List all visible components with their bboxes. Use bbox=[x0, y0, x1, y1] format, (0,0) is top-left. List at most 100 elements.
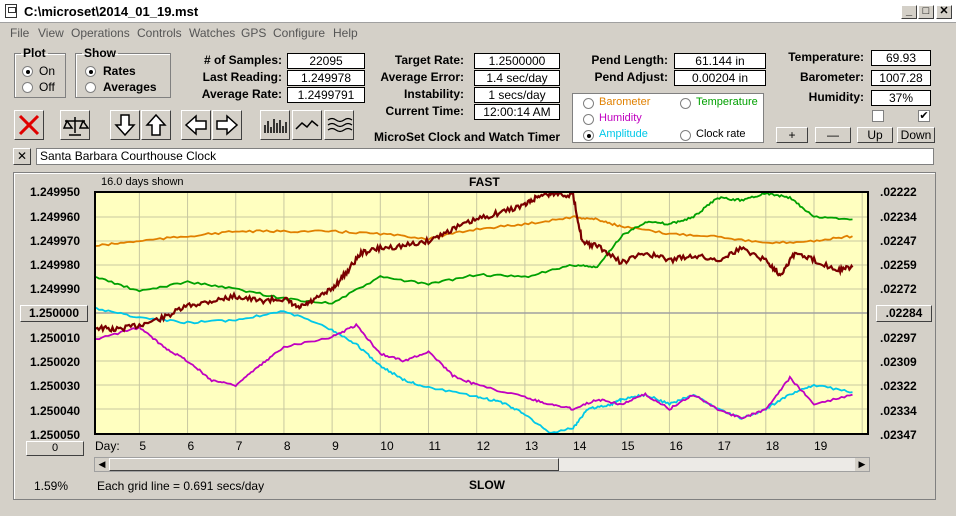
scale-minus-button[interactable]: — bbox=[815, 127, 851, 143]
histogram-icon bbox=[264, 119, 287, 133]
plot-off-radio[interactable] bbox=[22, 82, 33, 93]
right-axis-label: .02309 bbox=[880, 355, 917, 369]
target-rate-value: 1.2500000 bbox=[474, 53, 560, 69]
graph-panel bbox=[13, 172, 936, 500]
scroll-position-button[interactable]: 0 bbox=[26, 441, 84, 456]
minimize-button[interactable]: _ bbox=[901, 5, 917, 19]
line-graph-button[interactable] bbox=[292, 110, 322, 140]
average-error-value: 1.4 sec/day bbox=[474, 70, 560, 86]
current-time-label: Current Time: bbox=[385, 104, 464, 118]
option-checkbox-1[interactable] bbox=[872, 110, 884, 122]
show-legend: Show bbox=[84, 46, 116, 60]
description-input[interactable]: Santa Barbara Courthouse Clock bbox=[36, 148, 934, 165]
pend-adjust-label: Pend Adjust: bbox=[594, 70, 668, 84]
arrow-up-button[interactable] bbox=[141, 110, 171, 140]
menu-gps[interactable]: GPS bbox=[241, 26, 267, 40]
average-rate-value: 1.2499791 bbox=[287, 87, 365, 103]
show-rates-label: Rates bbox=[103, 64, 136, 78]
menu-configure[interactable]: Configure bbox=[273, 26, 326, 40]
day-tick-label: 5 bbox=[139, 439, 147, 453]
scroll-up-button[interactable]: Up bbox=[857, 127, 893, 143]
left-axis-label: 1.249970 bbox=[30, 234, 81, 248]
plot-on-label: On bbox=[39, 64, 56, 78]
clear-button[interactable] bbox=[14, 110, 44, 140]
chart-area bbox=[94, 190, 869, 435]
scale-balance-icon bbox=[62, 117, 90, 136]
fast-label: FAST bbox=[469, 175, 500, 189]
maximize-button[interactable]: □ bbox=[918, 5, 934, 19]
scroll-down-button[interactable]: Down bbox=[897, 127, 935, 143]
close-window-button[interactable]: ✕ bbox=[936, 5, 952, 19]
close-description-button[interactable]: ✕ bbox=[13, 148, 31, 165]
title-bar: C:\microset\2014_01_19.mst _ □ ✕ bbox=[0, 0, 956, 23]
show-rates-radio[interactable] bbox=[85, 66, 96, 77]
percent-label: 1.59% bbox=[34, 479, 69, 493]
arrow-left-icon bbox=[184, 114, 207, 136]
app-icon[interactable] bbox=[5, 4, 17, 18]
menu-controls[interactable]: Controls bbox=[137, 26, 182, 40]
scroll-right-arrow[interactable]: ▶ bbox=[855, 458, 869, 471]
last-reading-label: Last Reading: bbox=[202, 70, 282, 84]
temperature-radio[interactable] bbox=[680, 98, 691, 109]
horizontal-scrollbar[interactable]: ◀ ▶ bbox=[94, 457, 870, 472]
right-axis-label: .02247 bbox=[880, 234, 917, 248]
clock-rate-radio[interactable] bbox=[680, 130, 691, 141]
humidity-field-value: 37% bbox=[871, 90, 931, 106]
menu-help[interactable]: Help bbox=[333, 26, 358, 40]
right-axis-label: .02297 bbox=[880, 331, 917, 345]
series-line-humidity bbox=[95, 322, 853, 420]
samples-value: 22095 bbox=[287, 53, 365, 69]
window-title: C:\microset\2014_01_19.mst bbox=[24, 4, 199, 19]
pend-adjust-value: 0.00204 in bbox=[674, 70, 766, 86]
instability-label: Instability: bbox=[403, 87, 464, 101]
day-tick-label: 6 bbox=[187, 439, 195, 453]
day-tick-label: 17 bbox=[717, 439, 731, 453]
balance-button[interactable] bbox=[60, 110, 90, 140]
center-value-button[interactable]: 1.250000 bbox=[20, 305, 88, 322]
right-axis-label: .02234 bbox=[880, 210, 917, 224]
menu-file[interactable]: File bbox=[10, 26, 30, 40]
arrow-right-button[interactable] bbox=[212, 110, 242, 140]
last-reading-value: 1.249978 bbox=[287, 70, 365, 86]
day-tick-label: 16 bbox=[669, 439, 683, 453]
amplitude-label: Amplitude bbox=[599, 128, 648, 140]
waves-button[interactable] bbox=[324, 110, 354, 140]
plot-on-radio[interactable] bbox=[22, 66, 33, 77]
left-axis-label: 1.250030 bbox=[30, 379, 81, 393]
barometer-radio[interactable] bbox=[583, 98, 594, 109]
arrow-left-button[interactable] bbox=[181, 110, 211, 140]
center-right-button[interactable]: .02284 bbox=[876, 305, 932, 322]
menu-operations[interactable]: Operations bbox=[71, 26, 130, 40]
current-time-value: 12:00:14 AM bbox=[474, 104, 560, 120]
slow-label: SLOW bbox=[469, 478, 505, 492]
humidity-radio[interactable] bbox=[583, 114, 594, 125]
arrow-down-button[interactable] bbox=[110, 110, 140, 140]
amplitude-radio[interactable] bbox=[583, 130, 594, 141]
plot-group: Plot bbox=[14, 46, 66, 98]
right-axis-label: .02347 bbox=[880, 428, 917, 442]
scroll-left-arrow[interactable]: ◀ bbox=[95, 458, 109, 471]
menu-view[interactable]: View bbox=[38, 26, 64, 40]
pend-length-label: Pend Length: bbox=[591, 53, 668, 67]
series-line-clock-rate bbox=[95, 190, 854, 334]
right-axis-label: .02259 bbox=[880, 258, 917, 272]
histogram-button[interactable] bbox=[260, 110, 290, 140]
target-rate-label: Target Rate: bbox=[394, 53, 464, 67]
arrow-right-icon bbox=[216, 114, 239, 136]
scale-plus-button[interactable]: + bbox=[776, 127, 808, 143]
instability-value: 1 secs/day bbox=[474, 87, 560, 103]
show-averages-radio[interactable] bbox=[85, 82, 96, 93]
right-axis-label: .02222 bbox=[880, 185, 917, 199]
day-tick-label: 7 bbox=[235, 439, 243, 453]
menu-watches[interactable]: Watches bbox=[189, 26, 236, 40]
scroll-thumb[interactable] bbox=[109, 458, 559, 471]
samples-label: # of Samples: bbox=[203, 53, 282, 67]
grid-note: Each grid line = 0.691 secs/day bbox=[97, 479, 265, 493]
option-checkbox-2[interactable]: ✔ bbox=[918, 110, 930, 122]
line-graph-icon bbox=[295, 119, 319, 130]
day-tick-label: 18 bbox=[765, 439, 780, 453]
left-axis-label: 1.250020 bbox=[30, 355, 81, 369]
rate-chart bbox=[95, 190, 867, 434]
left-axis-label: 1.249960 bbox=[30, 210, 81, 224]
day-tick-label: 10 bbox=[380, 439, 394, 453]
